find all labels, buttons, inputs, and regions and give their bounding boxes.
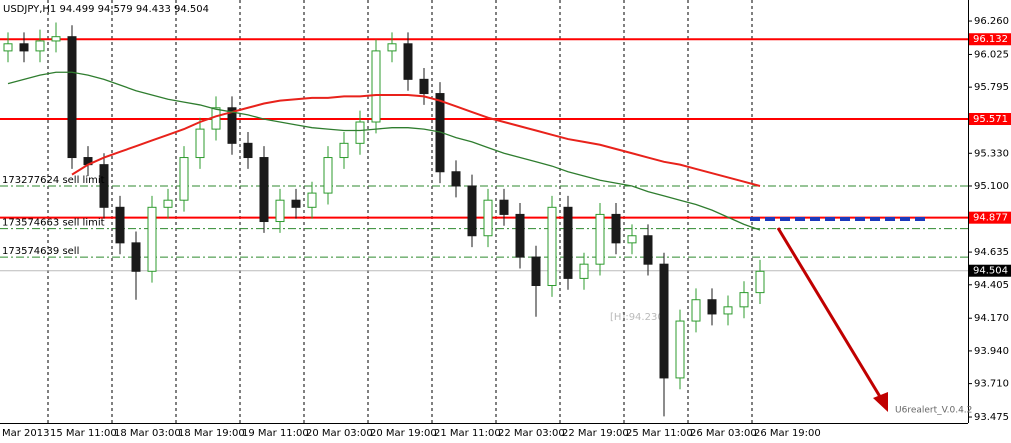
candle-body [227, 107, 237, 144]
candle-body [419, 78, 429, 95]
y-tick-label: 94.405 [974, 280, 1009, 291]
y-tick-label: 95.330 [974, 148, 1009, 159]
candle-body [355, 121, 365, 144]
candle-body [3, 43, 13, 52]
candle-body [435, 93, 445, 173]
candle-body [307, 192, 317, 208]
x-tick-label: 22 Mar 19:00 [562, 428, 629, 439]
candle-body [275, 199, 285, 223]
level-tag [969, 113, 1011, 126]
candle-body [547, 206, 557, 287]
moving-average [71, 93, 761, 187]
price-tag [969, 264, 1011, 277]
candle-body [147, 206, 157, 272]
candle-body [707, 299, 717, 315]
x-tick-label: 15 Mar 11:00 [50, 428, 117, 439]
candle-body [403, 43, 413, 80]
candle-body [595, 213, 605, 265]
x-tick-label: 22 Mar 03:00 [498, 428, 565, 439]
y-tick-label: 93.940 [974, 346, 1009, 357]
candle-body [531, 256, 541, 287]
arrow [776, 227, 884, 401]
y-tick-label: 94.170 [974, 313, 1009, 324]
y-tick-label: 95.795 [974, 82, 1009, 93]
x-tick-label: 26 Mar 19:00 [754, 428, 821, 439]
candle-body [387, 43, 397, 52]
chart-title: USDJPY,H1 94.499 94.579 94.433 94.504 [3, 4, 209, 15]
level-tag [969, 211, 1011, 224]
candle-body [515, 213, 525, 258]
annotation: U6realert_V.0.4.2 [895, 406, 972, 416]
candle-body [291, 199, 301, 208]
candle-body [451, 171, 461, 187]
candle-body [675, 320, 685, 379]
price-label: 94.504 [973, 266, 1008, 277]
candle-body [163, 199, 173, 208]
x-tick-label: 18 Mar 03:00 [114, 428, 181, 439]
annotation: [H]:94.230 [610, 312, 664, 323]
candle-body [579, 263, 589, 279]
candle-body [499, 199, 509, 215]
candle-body [195, 128, 205, 159]
x-tick-label: 25 Mar 11:00 [626, 428, 693, 439]
x-tick-label: Mar 2013 [2, 428, 50, 439]
candle-body [627, 235, 637, 244]
order-label: 173277624 sell limit [2, 175, 105, 186]
candle-body [323, 157, 333, 194]
candle-body [467, 185, 477, 237]
candle-body [643, 235, 653, 265]
candle-body [659, 263, 669, 379]
candle-body [563, 206, 573, 279]
order-label: 173574663 sell limit [2, 218, 105, 229]
moving-average [7, 71, 761, 231]
candle-body [483, 199, 493, 237]
candle-body [99, 164, 109, 208]
x-tick-label: 19 Mar 11:00 [242, 428, 309, 439]
candle-body [339, 142, 349, 159]
candle-body [243, 142, 253, 159]
candle-body [723, 306, 733, 315]
candle-body [67, 36, 77, 159]
candle-body [35, 40, 45, 52]
arrow-head [873, 392, 888, 412]
x-tick-label: 26 Mar 03:00 [690, 428, 757, 439]
y-tick-label: 94.635 [974, 247, 1009, 258]
y-tick-label: 96.025 [974, 49, 1009, 60]
candle-body [211, 107, 221, 130]
candle-body [611, 213, 621, 244]
candle-body [131, 242, 141, 272]
x-tick-label: 21 Mar 11:00 [434, 428, 501, 439]
order-label: 173574639 sell [2, 246, 79, 257]
candle-body [371, 50, 381, 123]
level-label: 96.132 [973, 34, 1008, 45]
candle-body [739, 292, 749, 308]
candle-body [259, 157, 269, 223]
y-tick-label: 96.260 [974, 16, 1009, 27]
candle-body [179, 157, 189, 201]
y-tick-label: 93.475 [974, 412, 1009, 423]
level-tag [969, 33, 1011, 46]
level-label: 95.571 [973, 114, 1008, 125]
y-tick-label: 95.100 [974, 181, 1009, 192]
x-tick-label: 18 Mar 19:00 [178, 428, 245, 439]
x-tick-label: 20 Mar 03:00 [306, 428, 373, 439]
level-label: 94.877 [973, 213, 1008, 224]
y-tick-label: 93.710 [974, 379, 1009, 390]
candle-body [115, 206, 125, 244]
candle-body [51, 36, 61, 42]
candle-body [755, 270, 765, 294]
x-tick-label: 20 Mar 19:00 [370, 428, 437, 439]
candle-body [19, 43, 29, 52]
candle-body [691, 299, 701, 322]
